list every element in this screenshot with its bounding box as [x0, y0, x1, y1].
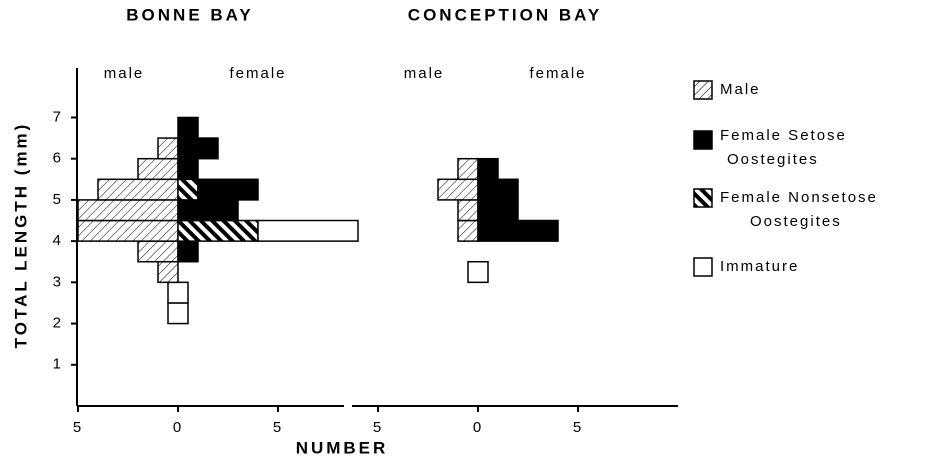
y-tick-label: 1 — [53, 356, 63, 373]
y-tick-label: 3 — [53, 273, 63, 290]
x-tick-label: 0 — [473, 419, 483, 436]
bar-solid — [177, 240, 199, 263]
x-axis-title: NUMBER — [296, 438, 389, 457]
y-tick-label: 6 — [53, 150, 63, 167]
legend-label: Male — [720, 81, 761, 98]
bar-solid — [477, 219, 559, 242]
x-tick-label: 5 — [73, 419, 83, 436]
side-label: male — [404, 65, 445, 82]
bar-solid — [477, 157, 499, 181]
legend-swatch — [693, 257, 713, 277]
bar-hatch — [457, 157, 479, 181]
bar-hatch — [457, 219, 479, 242]
x-tick-label: 5 — [273, 419, 283, 436]
bar-solid — [477, 199, 519, 222]
bar-hatch — [137, 157, 179, 181]
legend-swatch — [693, 188, 713, 208]
y-tick-label: 5 — [53, 191, 63, 208]
y-tick-label: 2 — [53, 315, 63, 332]
bar-hatch — [157, 260, 179, 284]
bar-hatch — [157, 137, 179, 160]
y-tick-label: 4 — [53, 232, 63, 249]
bar-open — [467, 260, 489, 284]
bar-open — [167, 302, 189, 325]
legend-line: Oostegites — [727, 151, 819, 168]
legend-line: Oostegites — [750, 213, 842, 230]
legend-label: Immature — [720, 258, 799, 275]
bar-solid — [197, 178, 259, 201]
x-tick-label: 5 — [373, 419, 383, 436]
bar-hatch — [137, 240, 179, 263]
legend-swatch — [693, 130, 713, 150]
side-label: female — [229, 65, 286, 82]
bar-solid — [177, 116, 199, 139]
bar-open — [257, 219, 359, 242]
bar-solid — [177, 137, 219, 160]
bar-hatch — [97, 178, 179, 201]
legend-line: Female Nonsetose — [720, 189, 878, 206]
bar-bold-hatch — [177, 219, 259, 242]
y-axis-title: TOTAL LENGTH (mm) — [11, 122, 30, 349]
bar-bold-hatch — [177, 178, 199, 201]
bar-solid — [477, 178, 519, 201]
legend-label: Female Nonsetose Oostegites — [720, 189, 878, 230]
legend-line: Female Setose — [720, 127, 847, 144]
panel-title: CONCEPTION BAY — [408, 5, 602, 24]
bar-solid — [177, 199, 239, 222]
bar-hatch — [457, 199, 479, 222]
y-tick-label: 7 — [53, 108, 63, 125]
side-label: female — [529, 65, 586, 82]
bar-hatch — [437, 178, 479, 201]
side-label: male — [104, 65, 145, 82]
panel-title: BONNE BAY — [126, 5, 253, 24]
x-tick-label: 5 — [573, 419, 583, 436]
x-tick-label: 0 — [173, 419, 183, 436]
bar-hatch — [77, 219, 179, 242]
legend-swatch — [693, 80, 713, 100]
bar-hatch — [77, 199, 179, 222]
bar-solid — [177, 157, 199, 181]
legend-label: Female Setose Oostegites — [720, 127, 847, 168]
bar-open — [167, 281, 189, 304]
